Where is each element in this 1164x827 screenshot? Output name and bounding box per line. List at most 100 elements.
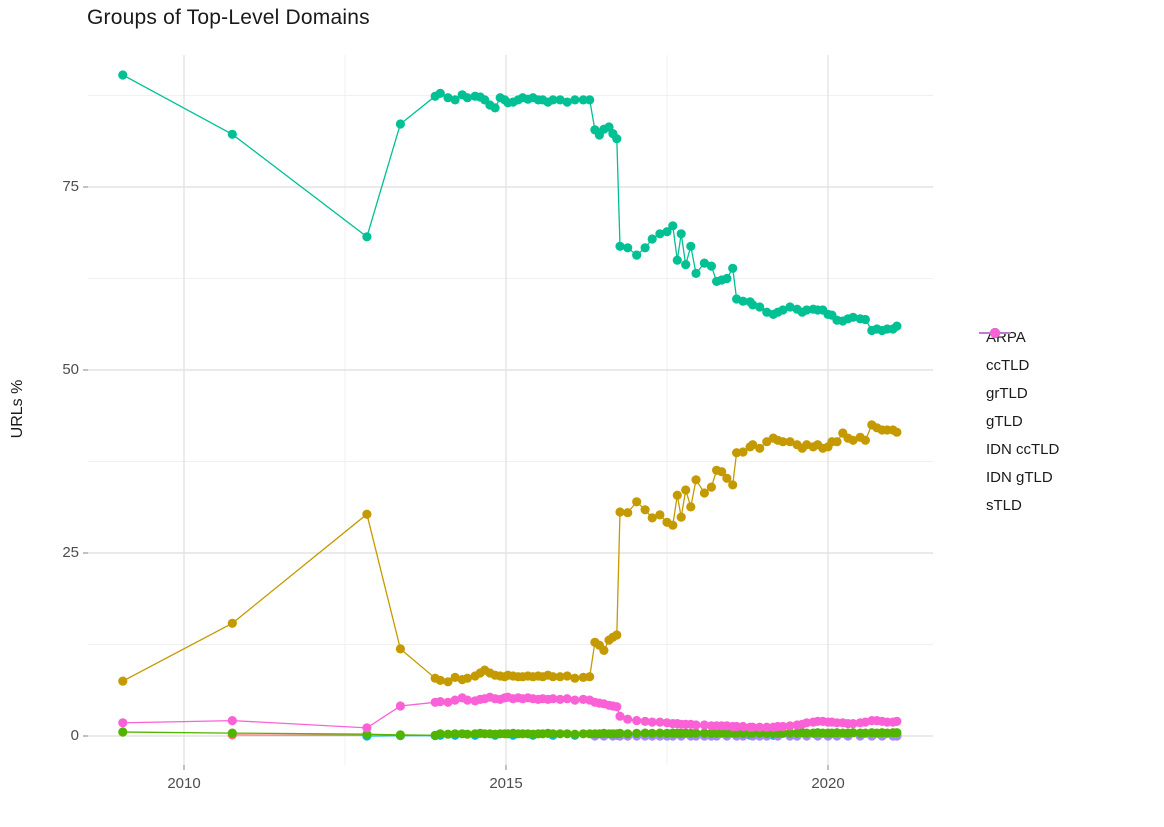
data-point bbox=[755, 722, 765, 732]
data-point bbox=[615, 241, 625, 251]
data-point bbox=[570, 695, 580, 705]
data-point bbox=[395, 701, 405, 711]
y-tick-label: 25 bbox=[62, 544, 79, 561]
data-point bbox=[738, 296, 748, 306]
legend-label: IDN ccTLD bbox=[986, 440, 1060, 458]
data-point bbox=[562, 671, 572, 681]
data-point bbox=[785, 728, 795, 738]
data-point bbox=[748, 440, 758, 450]
data-point bbox=[362, 509, 372, 519]
data-point bbox=[623, 714, 633, 724]
legend-item-idn-cctld: IDN ccTLD bbox=[976, 328, 1060, 463]
data-point bbox=[562, 729, 572, 739]
data-point bbox=[647, 717, 657, 727]
data-point bbox=[562, 97, 572, 107]
data-point bbox=[848, 312, 858, 322]
series-gtld bbox=[118, 70, 902, 336]
data-point bbox=[647, 234, 657, 244]
data-point bbox=[848, 719, 858, 729]
data-point bbox=[748, 722, 758, 732]
data-point bbox=[892, 321, 902, 331]
data-point bbox=[615, 711, 625, 721]
data-point bbox=[832, 437, 842, 447]
x-tick-label: 2015 bbox=[489, 775, 523, 792]
data-point bbox=[755, 443, 765, 453]
data-point bbox=[755, 302, 765, 312]
data-point bbox=[395, 730, 405, 740]
data-point bbox=[860, 435, 871, 445]
data-point bbox=[462, 673, 472, 683]
data-point bbox=[662, 227, 672, 237]
data-point bbox=[686, 241, 696, 251]
data-point bbox=[699, 488, 710, 498]
axis-ticks bbox=[83, 186, 829, 770]
data-point bbox=[632, 250, 642, 260]
data-point bbox=[362, 729, 372, 739]
data-point bbox=[668, 520, 678, 530]
legend-item-stld: sTLD bbox=[976, 328, 1059, 519]
data-point bbox=[691, 728, 701, 738]
data-point bbox=[443, 677, 453, 687]
data-point bbox=[548, 729, 558, 739]
data-point bbox=[462, 93, 472, 103]
data-point bbox=[462, 729, 472, 739]
legend-label: gTLD bbox=[986, 412, 1023, 430]
data-point bbox=[706, 482, 717, 492]
data-point bbox=[699, 258, 710, 268]
legend-key-icon bbox=[979, 328, 1011, 338]
data-point bbox=[585, 95, 595, 105]
data-point bbox=[681, 485, 691, 495]
data-point bbox=[548, 694, 558, 704]
series-arpa bbox=[227, 730, 372, 740]
data-point bbox=[227, 716, 237, 726]
data-point bbox=[578, 729, 588, 739]
data-point bbox=[892, 716, 902, 727]
y-tick-label: 75 bbox=[62, 178, 79, 195]
plot-title: Groups of Top-Level Domains bbox=[87, 6, 370, 29]
y-tick-label: 0 bbox=[70, 727, 79, 744]
data-point bbox=[443, 729, 453, 739]
data-point bbox=[443, 93, 453, 103]
series-grtld bbox=[118, 727, 902, 740]
data-point bbox=[785, 437, 795, 447]
data-point bbox=[691, 268, 701, 278]
legend-label: grTLD bbox=[986, 384, 1028, 402]
data-point bbox=[612, 630, 622, 640]
data-point bbox=[728, 263, 738, 273]
data-point bbox=[668, 221, 678, 231]
series-stld bbox=[118, 692, 902, 733]
data-point bbox=[578, 95, 588, 105]
data-point bbox=[686, 502, 696, 512]
data-point bbox=[655, 510, 665, 520]
data-point bbox=[443, 697, 453, 707]
x-tick-label: 2010 bbox=[167, 775, 201, 792]
data-point bbox=[632, 728, 642, 739]
y-tick-label: 50 bbox=[62, 361, 79, 378]
legend-item-grtld: grTLD bbox=[976, 328, 1059, 407]
data-point bbox=[647, 513, 657, 523]
data-point bbox=[435, 88, 445, 98]
data-point bbox=[778, 728, 788, 739]
data-point bbox=[860, 314, 871, 325]
data-point bbox=[227, 618, 237, 628]
data-point bbox=[762, 722, 772, 732]
data-point bbox=[435, 729, 445, 739]
data-point bbox=[892, 427, 902, 437]
data-point bbox=[435, 675, 445, 686]
y-axis-title: URLs % bbox=[9, 379, 26, 439]
data-point bbox=[676, 229, 686, 239]
data-point bbox=[728, 480, 738, 490]
data-point bbox=[599, 645, 609, 656]
data-point bbox=[623, 508, 633, 518]
data-point bbox=[555, 95, 565, 105]
legend-item-gtld: gTLD bbox=[976, 328, 1059, 435]
data-point bbox=[623, 243, 633, 253]
data-point bbox=[785, 721, 795, 731]
data-point bbox=[778, 305, 788, 315]
data-point bbox=[892, 728, 902, 738]
data-point bbox=[632, 716, 642, 726]
series-cctld bbox=[118, 420, 902, 687]
data-point bbox=[362, 232, 372, 242]
data-point bbox=[395, 644, 405, 654]
data-point bbox=[672, 490, 682, 500]
